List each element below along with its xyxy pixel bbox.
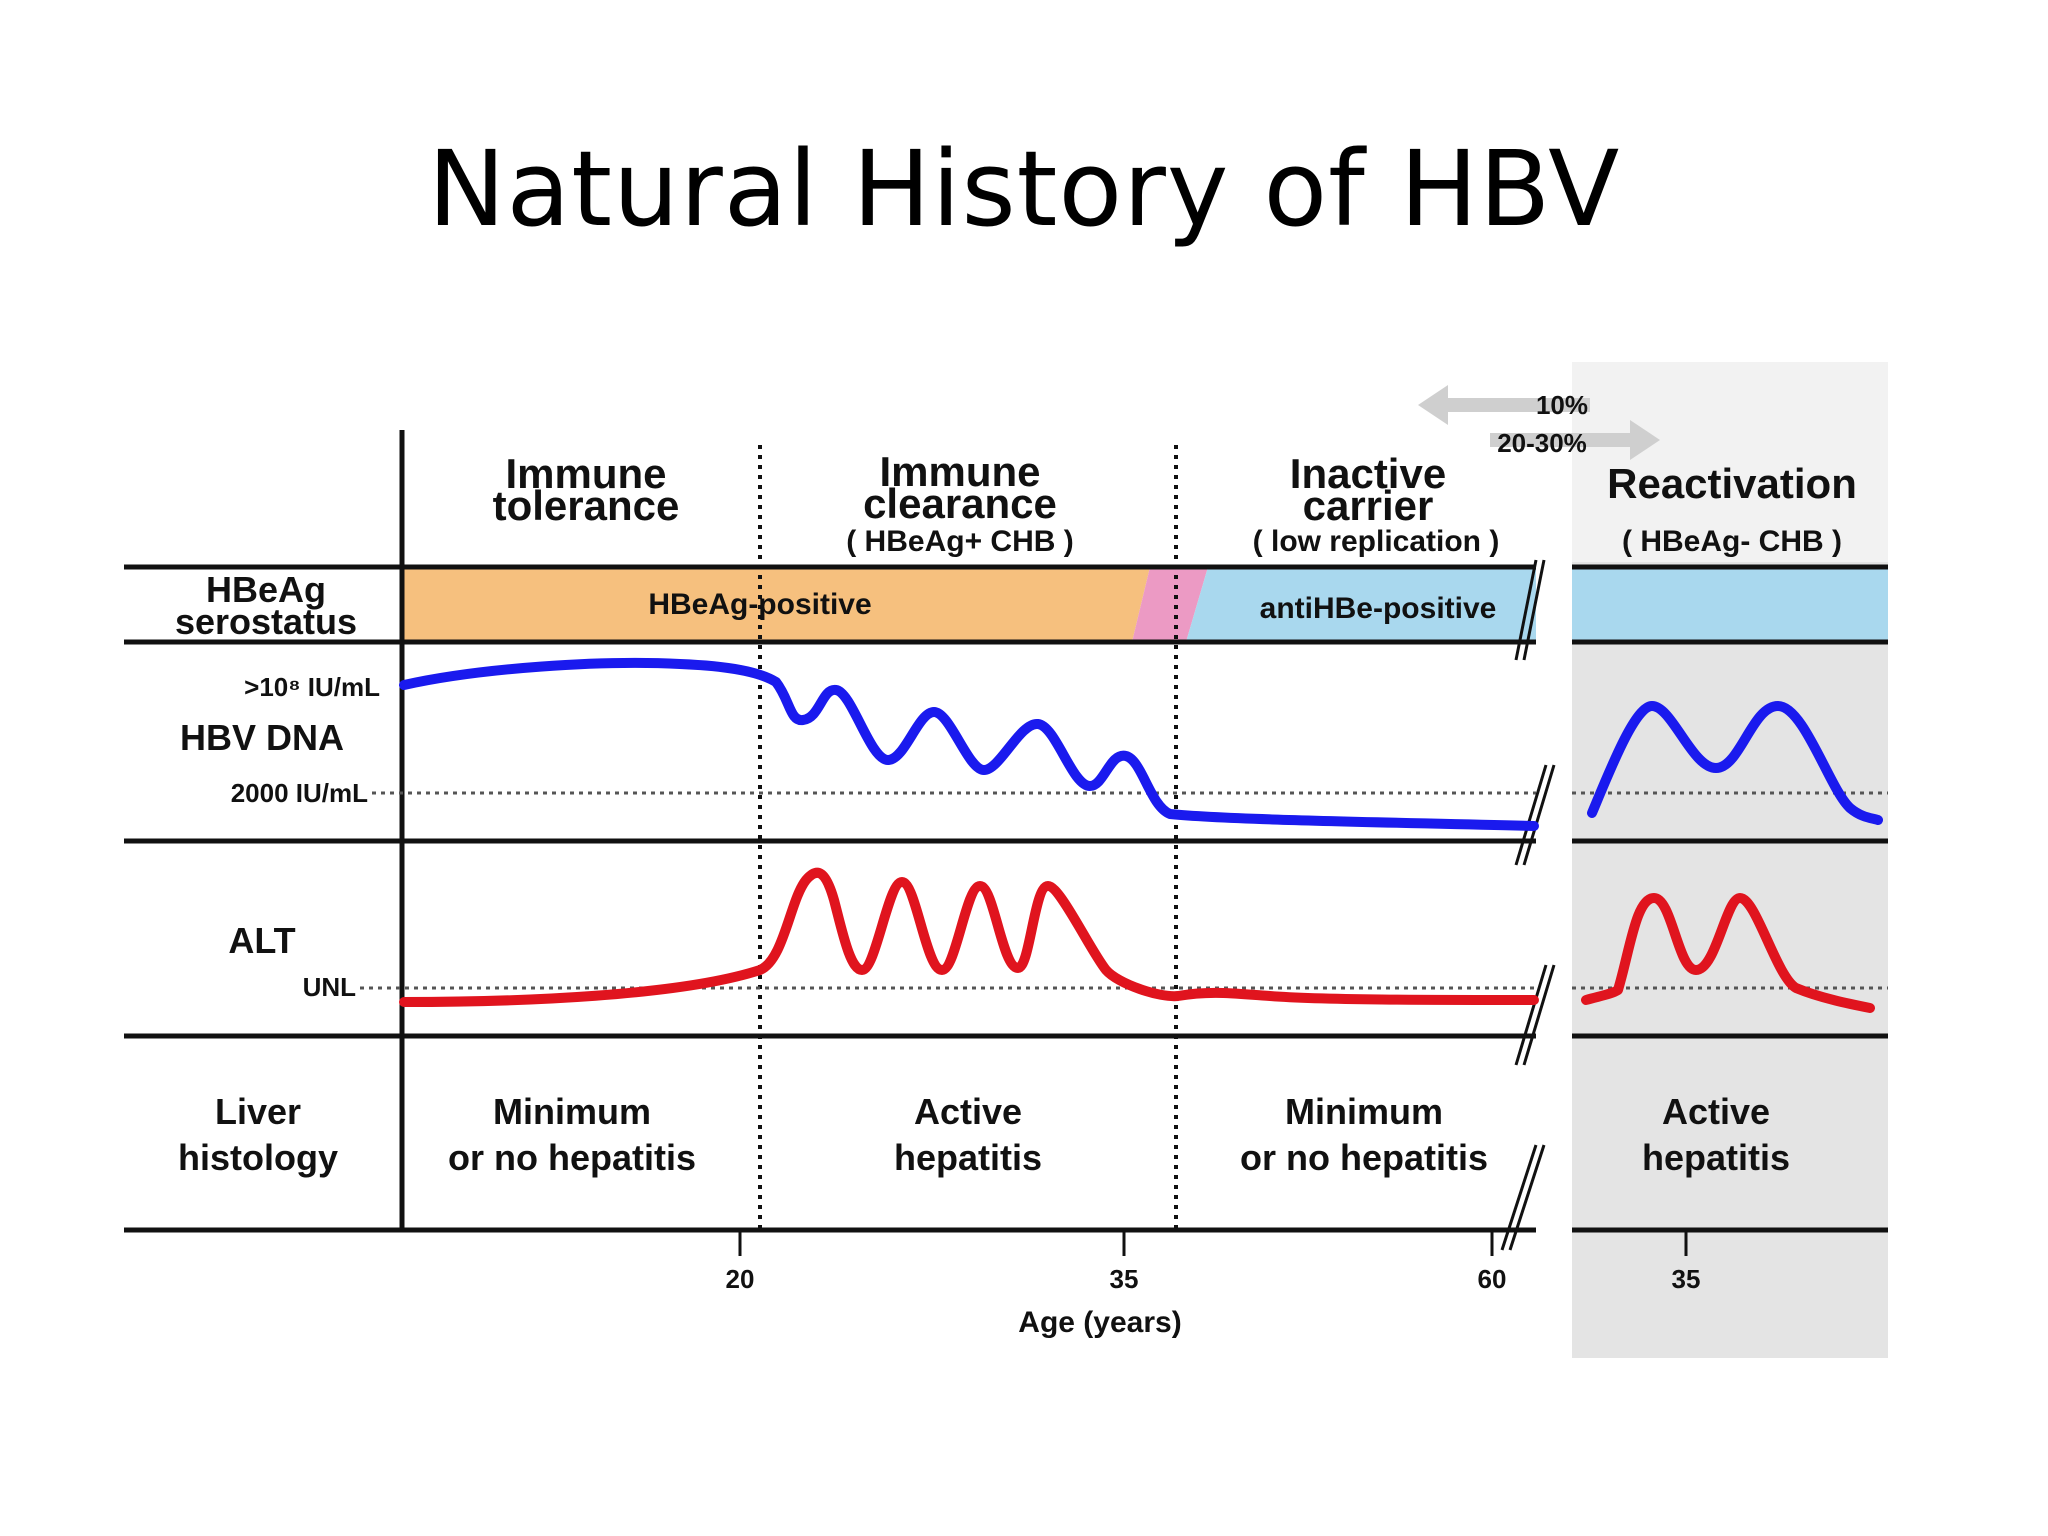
grid-lines: [124, 430, 1888, 1233]
phase-header-immune-tolerance-2: tolerance: [493, 482, 680, 529]
antihbe-positive-band: [1186, 567, 1536, 642]
x-axis: 20 35 60 35 Age (years): [726, 1232, 1701, 1339]
phase-header-reactivation: Reactivation: [1607, 460, 1857, 507]
row-label-hbeag: HBeAg: [206, 569, 326, 610]
alt-curve: [399, 867, 1539, 1007]
phase-headers: Immune tolerance Immune clearance ( HBeA…: [493, 448, 1857, 558]
phase-sub-immune-clearance: ( HBeAg+ CHB ): [846, 525, 1074, 558]
row-label-serostatus: serostatus: [175, 601, 357, 642]
row-label-histology: histology: [178, 1137, 338, 1178]
x-axis-label: Age (years): [1018, 1306, 1181, 1339]
row-label-alt: ALT: [228, 920, 295, 961]
axis-break-icons: [1500, 559, 1556, 1251]
reactivation-panel-top: [1572, 362, 1888, 562]
serostatus-band: HBeAg-positive antiHBe-positive: [402, 567, 1888, 642]
phase-sub-inactive-carrier: ( low replication ): [1253, 525, 1500, 558]
tick-20: 20: [726, 1264, 755, 1294]
dna-high-label: >10⁸ IU/mL: [244, 672, 380, 702]
phase-header-inactive-carrier-2: carrier: [1303, 482, 1434, 529]
histology-clearance-1: Active: [914, 1091, 1022, 1132]
phase-header-immune-clearance-2: clearance: [863, 480, 1057, 527]
tick-35: 35: [1110, 1264, 1139, 1294]
tick-60: 60: [1478, 1264, 1507, 1294]
seroconversion-band: [1132, 567, 1208, 642]
phase-sub-reactivation: ( HBeAg- CHB ): [1622, 525, 1842, 558]
histology-clearance-2: hepatitis: [894, 1137, 1042, 1178]
row-label-hbv-dna: HBV DNA: [180, 717, 344, 758]
histology-reactivation-2: hepatitis: [1642, 1137, 1790, 1178]
hbv-dna-curve: [399, 657, 1539, 831]
histology-labels: Minimum or no hepatitis Active hepatitis…: [448, 1091, 1790, 1178]
phase-header-immune-tolerance: Immune: [505, 450, 666, 497]
arrow-forward-icon: [1490, 420, 1660, 460]
tick-35-reactivation: 35: [1672, 1264, 1701, 1294]
hbv-dna-reactivation-curve: [1587, 701, 1883, 825]
phase-header-immune-clearance: Immune: [879, 448, 1040, 495]
histology-inactive-2: or no hepatitis: [1240, 1137, 1488, 1178]
row-label-liver: Liver: [215, 1091, 301, 1132]
slide-title: Natural History of HBV: [427, 128, 1621, 250]
histology-inactive-1: Minimum: [1285, 1091, 1443, 1132]
histology-tolerance-1: Minimum: [493, 1091, 651, 1132]
arrow-back-icon: [1418, 385, 1590, 425]
histology-reactivation-1: Active: [1662, 1091, 1770, 1132]
phase-dividers: [758, 445, 1178, 1230]
transition-arrows: 10% 20-30%: [1418, 385, 1660, 460]
hbeag-positive-band: [402, 567, 1150, 642]
arrow-back-label: 10%: [1536, 390, 1588, 420]
alt-threshold-label: UNL: [303, 972, 357, 1002]
histology-tolerance-2: or no hepatitis: [448, 1137, 696, 1178]
row-labels: HBeAg serostatus >10⁸ IU/mL HBV DNA 2000…: [175, 569, 380, 1178]
arrow-forward-label: 20-30%: [1497, 428, 1587, 458]
dna-threshold-label: 2000 IU/mL: [231, 778, 368, 808]
antihbe-positive-label: antiHBe-positive: [1260, 592, 1497, 625]
phase-header-inactive-carrier: Inactive: [1290, 450, 1446, 497]
reactivation-antihbe-band: [1572, 567, 1888, 642]
alt-reactivation-curve: [1581, 893, 1875, 1013]
